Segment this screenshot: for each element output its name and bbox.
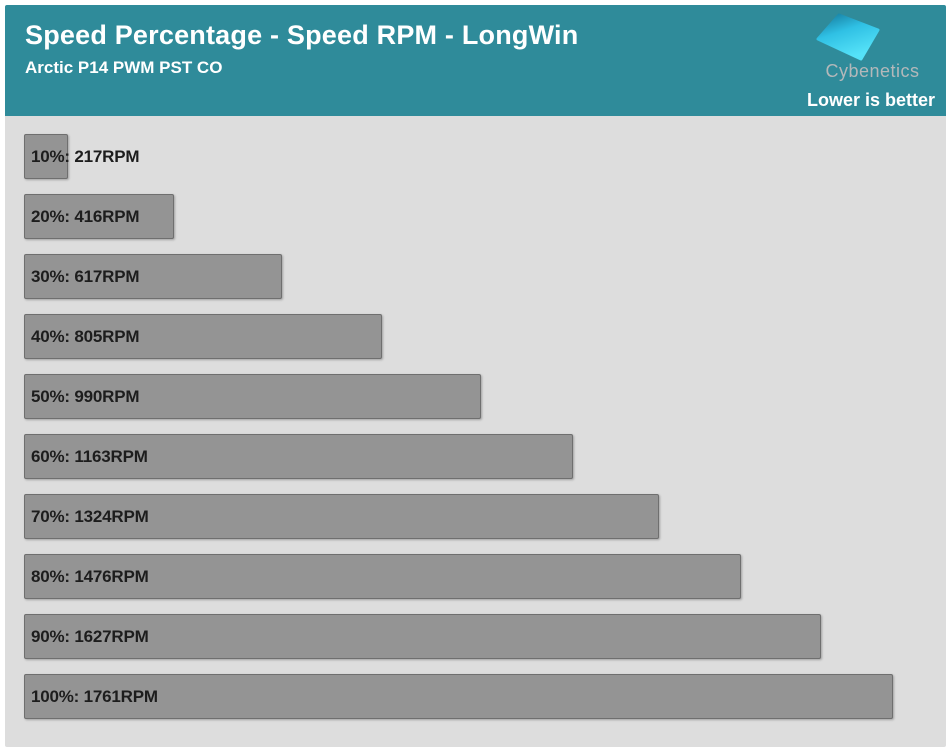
chart-panel: Speed Percentage - Speed RPM - LongWin A… [5, 5, 946, 747]
bars-container: 10%: 217RPM 20%: 416RPM 30%: 617RPM 40%: 80… [24, 116, 946, 719]
bar-label: 70%: 1324RPM [31, 506, 149, 526]
bar-label: 50%: 990RPM [31, 386, 140, 406]
chart-title: Speed Percentage - Speed RPM - LongWin [25, 20, 579, 50]
bar-100% [24, 674, 893, 719]
bar-90% [24, 614, 821, 659]
bar-label: 30%: 617RPM [31, 266, 140, 286]
cybenetics-logo-icon [816, 13, 880, 61]
bar-70% [24, 494, 659, 539]
bar-80% [24, 554, 741, 599]
lower-is-better-note: Lower is better [806, 90, 935, 110]
bar-label: 20%: 416RPM [31, 206, 140, 226]
chart-subtitle: Arctic P14 PWM PST CO [25, 58, 223, 77]
bar-label: 40%: 805RPM [31, 326, 140, 346]
bar-60% [24, 434, 573, 479]
bar-row: 20%: 416RPM [24, 194, 946, 239]
bar-row: 90%: 1627RPM [24, 614, 946, 659]
brand-name: Cybenetics [825, 61, 920, 81]
bar-label: 80%: 1476RPM [31, 566, 149, 586]
chart-area: 10%: 217RPM 20%: 416RPM 30%: 617RPM 40%: 80… [5, 116, 946, 747]
bar-row: 40%: 805RPM [24, 314, 946, 359]
bar-row: 10%: 217RPM [24, 134, 946, 179]
bar-row: 80%: 1476RPM [24, 554, 946, 599]
bar-row: 70%: 1324RPM [24, 494, 946, 539]
bar-50% [24, 374, 481, 419]
bar-label: 100%: 1761RPM [31, 686, 158, 706]
bar-row: 100%: 1761RPM [24, 674, 946, 719]
bar-row: 50%: 990RPM [24, 374, 946, 419]
brand-block: Cybenetics [810, 13, 935, 81]
bar-30% [24, 254, 282, 299]
bar-10% [24, 134, 68, 179]
bar-row: 30%: 617RPM [24, 254, 946, 299]
bar-20% [24, 194, 174, 239]
bar-40% [24, 314, 382, 359]
bar-label: 10%: 217RPM [31, 146, 140, 166]
bar-row: 60%: 1163RPM [24, 434, 946, 479]
bar-label: 60%: 1163RPM [31, 446, 148, 466]
bar-label: 90%: 1627RPM [31, 626, 149, 646]
chart-header: Speed Percentage - Speed RPM - LongWin A… [5, 5, 946, 116]
